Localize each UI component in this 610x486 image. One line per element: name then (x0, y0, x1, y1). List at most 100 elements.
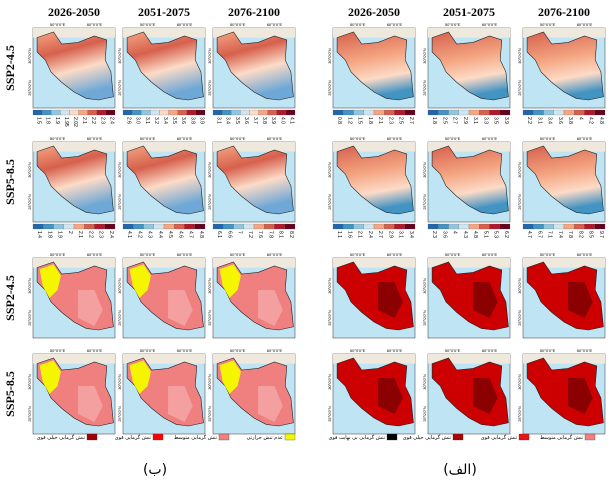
colorbar-label: 7 (237, 231, 243, 234)
lon-label: 50°0'0"E (140, 22, 156, 27)
lon-label: 50°0'0"E (540, 348, 556, 353)
colorbar-cell (249, 110, 258, 115)
colorbar-cell (141, 110, 150, 115)
colorbar-cell (154, 224, 164, 229)
lat-label: 30°0'0"N (207, 162, 212, 178)
colorbar-label: 2 (67, 231, 73, 234)
colorbar-label: 3.0 (135, 117, 141, 124)
lon-label: 60°0'0"E (177, 252, 193, 257)
lat-label: 25°0'0"N (327, 80, 332, 96)
lon-label: 50°0'0"E (140, 252, 156, 257)
lat-label: 25°0'0"N (27, 310, 32, 326)
legend-label: تنش گرمایی خیلی قوی (37, 434, 86, 441)
colorbar-cell (479, 110, 489, 115)
lon-label: 60°0'0"E (87, 252, 103, 257)
colorbar-label: 3.5 (234, 117, 240, 124)
colorbar-label: 3.2 (153, 117, 159, 124)
colorbar-label: 2.1 (357, 231, 363, 238)
colorbar-cell (523, 224, 533, 229)
legend-swatch (219, 434, 229, 440)
colorbar-cell (285, 224, 295, 229)
lon-label: 50°0'0"E (140, 348, 156, 353)
colorbar-label: 3.1 (398, 231, 404, 238)
colorbar-cell (469, 224, 479, 229)
colorbar-cell (384, 224, 394, 229)
colorbar-label: 2.7 (408, 117, 414, 124)
legend-label: تنش گرمایی متوسط (174, 434, 218, 441)
colorbar-label: 4.5 (167, 231, 173, 238)
lon-label: 50°0'0"E (540, 22, 556, 27)
legend-label: تنش گرمایی متوسط (540, 434, 584, 441)
lon-label: 60°0'0"E (577, 252, 593, 257)
colorbar-label: 1.9 (54, 117, 60, 124)
lon-label: 60°0'0"E (177, 136, 193, 141)
colorbar-cell (405, 224, 415, 229)
column-header: 2026-2050 (348, 5, 400, 19)
colorbar-cell (159, 110, 168, 115)
colorbar-cell (51, 110, 60, 115)
lon-label: 60°0'0"E (387, 348, 403, 353)
colorbar-cell (343, 110, 353, 115)
colorbar-label: 2.7 (377, 231, 383, 238)
colorbar-cell (231, 110, 240, 115)
lat-label: 30°0'0"N (517, 48, 522, 64)
lon-label: 60°0'0"E (482, 22, 498, 27)
colorbar-cell (240, 110, 249, 115)
colorbar-cell (544, 224, 554, 229)
colorbar-label: 4 (452, 231, 458, 234)
colorbar-label: 7.8 (567, 231, 573, 238)
colorbar-cell (449, 224, 459, 229)
colorbar-label: 4.0 (279, 117, 285, 124)
lat-label: 25°0'0"N (422, 194, 427, 210)
colorbar-label: 2.9 (462, 117, 468, 124)
lat-label: 30°0'0"N (117, 162, 122, 178)
colorbar-label: 1.5 (36, 117, 42, 124)
colorbar-cell (164, 224, 174, 229)
colorbar-label: 2.1 (81, 117, 87, 124)
legend-swatch (585, 434, 595, 440)
colorbar-cell (554, 110, 564, 115)
colorbar-label: 4.1 (126, 231, 132, 238)
lat-label: 25°0'0"N (117, 80, 122, 96)
colorbar-cell (64, 224, 74, 229)
colorbar-label: 3.8 (189, 117, 195, 124)
colorbar-label: 3.4 (547, 117, 553, 124)
colorbar-cell (196, 110, 205, 115)
colorbar-cell (500, 110, 510, 115)
colorbar-cell (174, 224, 184, 229)
lat-label: 30°0'0"N (117, 278, 122, 294)
colorbar-label: 1.95 (63, 117, 69, 127)
column-header: 2076-2100 (228, 5, 280, 19)
column-header: 2026-2050 (48, 5, 100, 19)
colorbar-cell (33, 110, 42, 115)
colorbar-label: 3.6 (180, 117, 186, 124)
colorbar-label: 4.2 (588, 117, 594, 124)
colorbar-cell (574, 224, 584, 229)
colorbar-label: 1.6 (346, 231, 352, 238)
lat-label: 25°0'0"N (207, 310, 212, 326)
lat-label: 30°0'0"N (27, 162, 32, 178)
lat-label: 30°0'0"N (207, 278, 212, 294)
legend-swatch (87, 434, 97, 440)
colorbar-label: 3.4 (408, 231, 414, 238)
lat-label: 30°0'0"N (327, 48, 332, 64)
colorbar-cell (554, 224, 564, 229)
lon-label: 60°0'0"E (387, 22, 403, 27)
colorbar-label: 2.2 (90, 117, 96, 124)
lat-label: 25°0'0"N (117, 406, 122, 422)
colorbar-label: 3.8 (261, 117, 267, 124)
lat-label: 25°0'0"N (27, 80, 32, 96)
colorbar-label: 1.2 (346, 117, 352, 124)
colorbar-label: 2.1 (77, 231, 83, 238)
colorbar-label: 2.02 (72, 117, 78, 127)
lon-label: 60°0'0"E (387, 252, 403, 257)
colorbar-label: 7.4 (557, 231, 563, 238)
colorbar-cell (254, 224, 264, 229)
colorbar-cell (79, 110, 88, 115)
lat-label: 30°0'0"N (422, 278, 427, 294)
lat-label: 30°0'0"N (327, 162, 332, 178)
lon-label: 60°0'0"E (267, 348, 283, 353)
colorbar-label: 6.6 (226, 231, 232, 238)
colorbar-cell (438, 224, 448, 229)
colorbar-label: 8.1 (278, 231, 284, 238)
